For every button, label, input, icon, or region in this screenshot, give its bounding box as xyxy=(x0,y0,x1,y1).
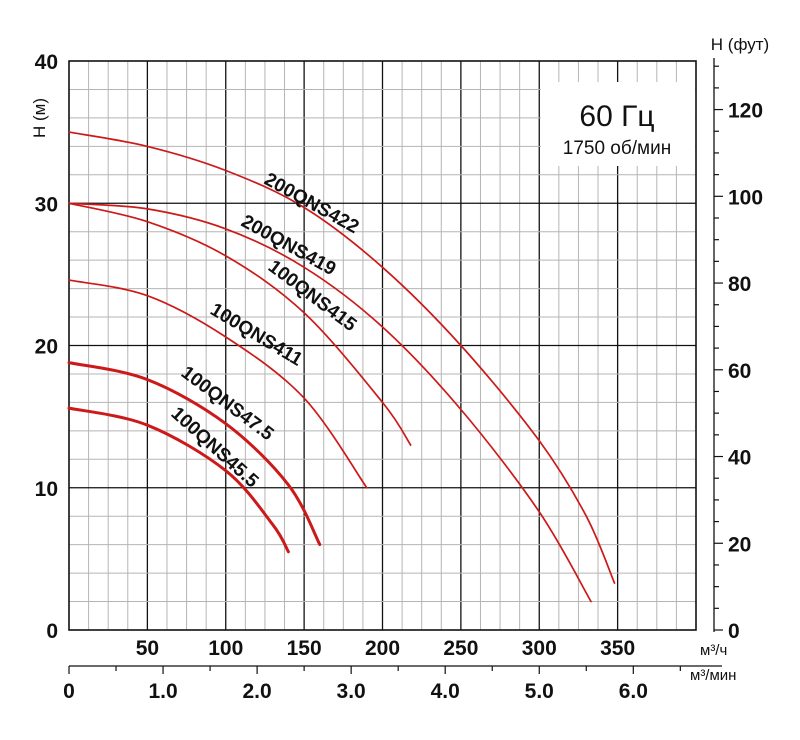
y-tick-label-ft: 40 xyxy=(728,447,751,470)
y-tick-label-ft: 100 xyxy=(728,186,763,209)
x-tick-label-m3min: 0 xyxy=(63,680,75,703)
chart-subtitle: 1750 об/мин xyxy=(563,138,671,159)
x-tick-label-m3h: 100 xyxy=(208,637,243,660)
x-tick-label-m3min: 1.0 xyxy=(148,680,177,703)
chart-title: 60 Гц xyxy=(579,100,654,133)
x-tick-label-m3min: 2.0 xyxy=(242,680,271,703)
y-tick-label-m: 30 xyxy=(35,193,58,216)
series-line-200qns422 xyxy=(68,131,616,584)
x-tick-label-m3min: 5.0 xyxy=(525,680,554,703)
series-line-100qns47-5 xyxy=(67,361,322,547)
y-tick-label-ft: 0 xyxy=(728,620,740,643)
y-tick-label-ft: 20 xyxy=(728,533,751,556)
x-tick-label-m3min: 4.0 xyxy=(431,680,460,703)
x-tick-label-m3min: 6.0 xyxy=(619,680,648,703)
x-axis-unit-m3min: м³/мин xyxy=(690,667,736,684)
y-tick-label-ft: 60 xyxy=(728,360,751,383)
y-tick-label-ft: 120 xyxy=(728,100,763,123)
x-tick-label-m3min: 3.0 xyxy=(337,680,366,703)
x-tick-label-m3h: 350 xyxy=(600,637,635,660)
x-tick-label-m3h: 250 xyxy=(443,637,478,660)
series-line-200qns419 xyxy=(68,202,592,603)
x-tick-label-m3h: 150 xyxy=(287,637,322,660)
y-tick-label-m: 40 xyxy=(35,51,58,74)
axes: 0 10 20 30 40 0 20 40 60 80 100 120 50 100 150 200 250 30… xyxy=(35,51,763,703)
x-tick-label-m3h: 300 xyxy=(522,637,557,660)
series-line-100qns45-5 xyxy=(67,406,290,554)
series-line-100qns415 xyxy=(68,202,412,446)
x-tick-label-m3h: 50 xyxy=(136,637,159,660)
series-lines: 200QNS422200QNS419100QNS415100QNS411100Q… xyxy=(67,131,616,603)
y-tick-label-m: 10 xyxy=(35,478,58,501)
series-line-100qns411 xyxy=(68,279,368,489)
title-box xyxy=(541,82,695,166)
y-tick-label-m: 20 xyxy=(35,336,58,359)
y-axis-label-right: H (фут) xyxy=(711,35,769,54)
grid xyxy=(69,61,696,630)
x-axis-unit-m3h: м³/ч xyxy=(700,642,727,659)
plot-frame xyxy=(68,60,697,631)
y-axis-label-left: H (м) xyxy=(30,98,49,138)
y-tick-label-ft: 80 xyxy=(728,273,751,296)
x-tick-label-m3h: 200 xyxy=(365,637,400,660)
y-tick-label-m: 0 xyxy=(46,620,58,643)
